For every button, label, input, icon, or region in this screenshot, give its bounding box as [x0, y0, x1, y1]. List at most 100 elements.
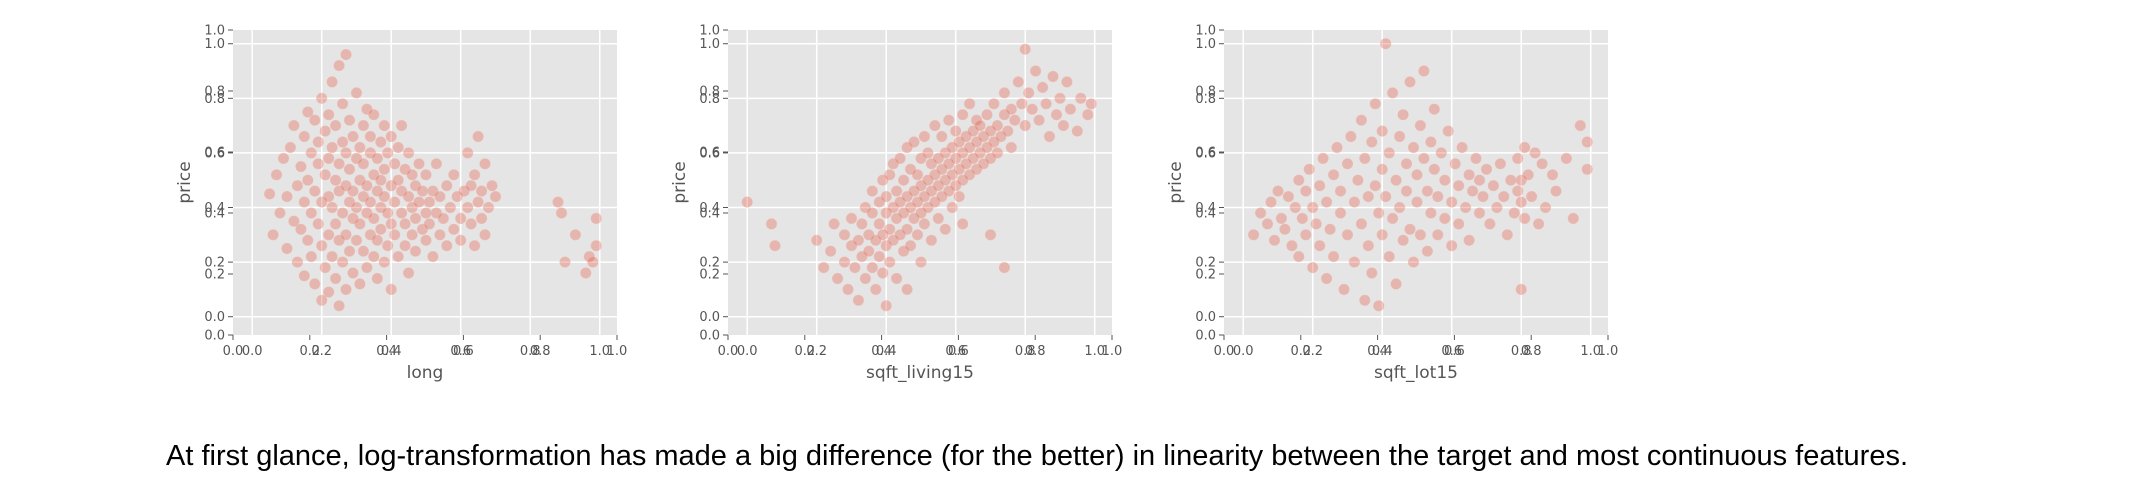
scatter-point: [350, 87, 363, 99]
scatter-point: [1026, 103, 1038, 115]
scatter-point: [1293, 251, 1305, 263]
y-tick-label-inner: 0.8: [699, 92, 720, 107]
scatter-point: [448, 169, 460, 181]
scatter-point: [378, 191, 390, 203]
scatter-point: [427, 251, 439, 263]
scatter-point: [423, 218, 435, 230]
scatter-point: [1334, 185, 1347, 197]
scatter-point: [347, 267, 359, 279]
scatter-point: [957, 109, 969, 121]
x-tick-label-inner: 0.6: [1441, 344, 1462, 359]
scatter-point: [420, 234, 432, 246]
scatter-point: [288, 120, 300, 132]
scatter-point: [326, 141, 338, 154]
scatter-point: [1328, 251, 1340, 263]
scatter-point: [462, 147, 474, 159]
scatter-point: [1328, 169, 1340, 181]
x-tick-label-outer: 0.8: [1521, 344, 1542, 359]
plot-background: [233, 30, 617, 335]
scatter-point: [270, 169, 283, 181]
scatter-point: [991, 120, 1004, 132]
scatter-point: [1348, 256, 1361, 268]
scatter-point: [323, 152, 335, 164]
x-tick-label-inner: 0.8: [1511, 344, 1532, 359]
scatter-point: [970, 114, 983, 126]
scatter-point: [316, 294, 328, 306]
y-tick-label-inner: 0.8: [1195, 92, 1216, 107]
scatter-point: [946, 201, 958, 214]
scatter-point: [884, 223, 896, 235]
scatter-point: [953, 191, 965, 203]
scatter-point: [420, 169, 432, 181]
scatter-point: [587, 256, 599, 268]
scatter-point: [866, 207, 878, 219]
scatter-point: [1075, 92, 1087, 104]
scatter-point: [1404, 76, 1416, 88]
scatter-point: [818, 261, 830, 274]
scatter-point: [1383, 147, 1395, 159]
scatter-point: [943, 114, 955, 126]
scatter-point: [479, 229, 491, 241]
scatter-point: [1515, 196, 1527, 208]
scatter-point: [302, 174, 314, 186]
scatter-point: [1574, 120, 1586, 132]
scatter-point: [901, 223, 913, 235]
scatter-point: [1397, 234, 1409, 246]
scatter-point: [908, 136, 920, 148]
scatter-point: [856, 218, 868, 230]
scatter-point: [1487, 180, 1500, 192]
scatter-point: [957, 218, 969, 230]
scatter-point: [590, 212, 602, 224]
scatter-point: [1394, 201, 1406, 214]
scatter-point: [1449, 158, 1461, 170]
x-tick-label-outer: 0.8: [1025, 344, 1046, 359]
y-tick-label-outer: 0.8: [204, 85, 225, 100]
scatter-point: [441, 240, 453, 252]
scatter-point: [312, 136, 324, 148]
scatter-point: [1303, 163, 1315, 175]
scatter-point: [1380, 38, 1392, 50]
x-axis-label: sqft_living15: [866, 363, 974, 383]
scatter-point: [1314, 180, 1326, 192]
x-tick-label-outer: 0.4: [376, 344, 397, 359]
scatter-point: [468, 240, 481, 252]
scatter-point: [378, 256, 390, 268]
scatter-point: [1400, 185, 1413, 197]
scatter-point: [1307, 261, 1319, 274]
scatter-point: [1456, 141, 1468, 154]
scatter-point: [569, 229, 582, 241]
scatter-point: [1255, 207, 1267, 219]
scatter-point: [918, 130, 931, 143]
scatter-point: [1414, 229, 1427, 241]
x-tick-label-outer: 0.2: [299, 344, 320, 359]
scatter-point: [326, 76, 338, 88]
scatter-point: [1300, 229, 1312, 241]
scatter-point: [1369, 98, 1381, 110]
scatter-point: [1261, 218, 1274, 230]
y-tick-label-outer: 0.4: [204, 207, 225, 222]
scatter-point: [291, 180, 303, 192]
scatter-point: [354, 141, 366, 154]
scatter-point: [1019, 120, 1031, 132]
x-tick-label-inner: 0.8: [1015, 344, 1036, 359]
scatter-point: [329, 272, 342, 285]
scatter-point: [1286, 240, 1298, 252]
x-axis-label: long: [407, 363, 444, 383]
scatter-point: [1019, 43, 1031, 55]
scatter-point: [1581, 163, 1593, 175]
scatter-point: [884, 169, 896, 181]
scatter-point: [828, 218, 840, 230]
x-tick-label-inner: 0.2: [1302, 344, 1323, 359]
scatter-point: [911, 169, 924, 181]
scatter-point: [486, 180, 498, 192]
scatter-point: [333, 300, 345, 312]
scatter-point: [392, 251, 404, 263]
scatter-point: [382, 147, 394, 159]
scatter-point: [1317, 152, 1329, 164]
scatter-point: [323, 109, 335, 121]
scatter-panel-1: 0.0 0.2 0.4 0.6 0.8 1.00.0 0.2 0.4 0.6 0.8 1.00.00…: [175, 24, 627, 384]
scatter-point: [395, 120, 408, 132]
scatter-point: [1348, 196, 1361, 208]
scatter-point: [361, 261, 373, 274]
scatter-point: [475, 185, 488, 197]
